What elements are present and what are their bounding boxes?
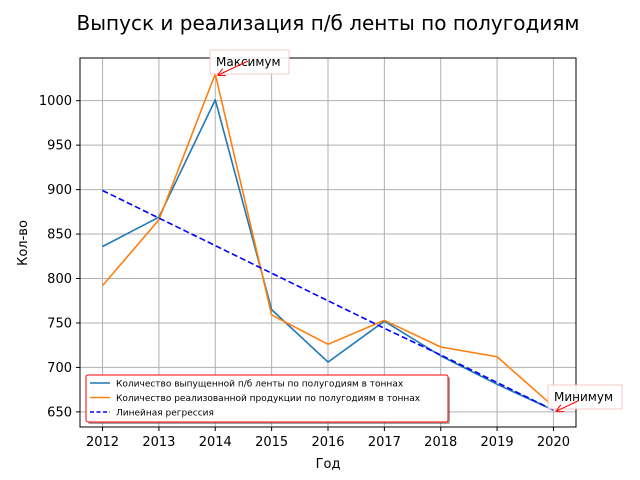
y-tick-label: 750 [47,316,72,331]
y-axis-label: Кол-во [16,220,31,266]
y-tick-label: 1000 [39,94,72,109]
grid [80,58,576,427]
annotation-arrow [218,60,249,75]
series-line-3 [102,189,554,411]
x-tick-label: 2020 [537,435,570,450]
ticks: 2012 2013 2014 2015 2016 2017 2018 2019 2020 650 7… [39,94,570,450]
chart-title: Выпуск и реализация п/б ленты по полугод… [77,11,580,35]
y-tick-label: 700 [47,361,72,376]
legend-box [85,374,449,423]
x-tick-label: 2014 [199,435,232,450]
annotation-arrow [556,400,579,411]
y-tick-label: 800 [47,272,72,287]
legend-label-3: Линейная регрессия [116,409,214,419]
annotation-label: Минимум [554,390,613,404]
x-tick-label: 2019 [481,435,514,450]
annotations: Максимум Минимум [209,49,623,411]
x-tick-label: 2015 [255,435,288,450]
x-tick-label: 2016 [311,435,344,450]
y-tick-label: 650 [47,405,72,420]
x-tick-label: 2012 [86,435,119,450]
y-tick-label: 950 [47,139,72,154]
x-tick-label: 2013 [142,435,175,450]
series-line-1 [102,98,554,411]
legend-label-2: Количество реализованной продукции по по… [116,394,421,404]
x-tick-label: 2018 [424,435,457,450]
series-line-2 [101,73,554,408]
legend-label-1: Количество выпущенной п/б ленты по полуг… [116,380,404,390]
annotation-label: Максимум [216,55,281,69]
series-layer [101,73,554,411]
x-tick-label: 2017 [368,435,401,450]
y-tick-label: 850 [47,228,72,243]
legend: Количество выпущенной п/б ленты по полуг… [85,374,450,424]
x-axis-label: Год [316,457,341,472]
y-tick-label: 900 [47,183,72,198]
